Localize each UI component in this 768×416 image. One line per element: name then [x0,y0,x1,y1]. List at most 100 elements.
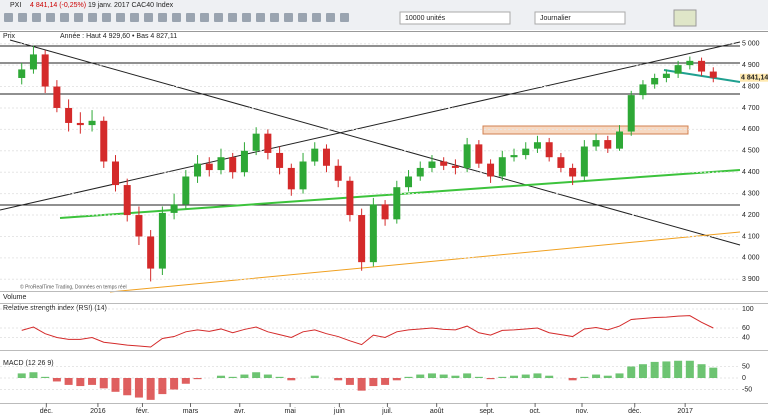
candle-body [698,60,706,72]
macd-bar [545,375,554,378]
macd-bar [662,361,671,378]
toolbar [0,0,768,30]
macd-bar [650,361,659,378]
macd-bar [533,373,542,378]
candle-body [639,84,647,96]
candle-body [252,133,260,151]
period: Journalier [540,15,571,22]
candle-body [662,73,670,78]
macd-bar [404,376,413,378]
candle-body [182,176,190,205]
quantity-input[interactable] [399,11,511,25]
candle-body [170,204,178,213]
x-tick-label: déc. [40,408,53,415]
x-tick-label: août [430,408,444,415]
macd-bar [334,378,343,381]
macd-bar [29,372,38,378]
macd-bar [685,360,694,378]
macd-bar [123,378,132,396]
candle-body [18,69,26,78]
macd-bar [158,378,167,395]
candle-body [276,152,284,168]
period-select[interactable] [534,11,626,25]
rsi-line [21,315,714,348]
candle-body [533,142,541,149]
candle-body [311,148,319,162]
candle-body [545,142,553,158]
candle-body [686,60,694,66]
y-tick-label: 50 [742,363,750,370]
macd-bar [275,376,284,378]
candle-body [487,163,495,177]
y-tick-label: 4 200 [742,212,760,219]
candle-body [194,163,202,177]
candle-body [111,161,119,186]
x-tick-label: mars [183,408,199,415]
panel-title: Prix [3,33,16,40]
macd-bar [392,378,401,381]
candle-body [346,180,354,216]
macd-bar [568,378,577,381]
candle-body [498,157,506,177]
macd-bar [41,376,50,378]
symbol: PXI [10,2,21,9]
y-tick-label: 60 [742,325,750,332]
candle-body [428,161,436,168]
separator [0,403,768,404]
macd-bar [170,378,179,390]
macd-bar [451,375,460,378]
candle-body [229,157,237,173]
macd-bar [134,378,143,398]
quantity: 10000 unités [405,15,446,22]
candle-body [53,86,61,108]
candle-body [381,204,389,220]
candle-body [405,176,413,188]
macd-bar [52,378,61,382]
candle-body [358,215,366,263]
macd-bar [615,373,624,378]
candle-body [369,204,377,263]
x-tick-label: juin [333,408,345,415]
macd-bar [709,367,718,378]
candle-body [709,71,717,78]
macd-bar [99,378,108,389]
y-tick-label: 4 900 [742,62,760,69]
candle-body [463,144,471,168]
macd-bar [697,364,706,378]
candle-body [651,77,659,85]
toolbar-icons[interactable] [4,13,349,22]
panel-title: Relative strength index (RSI) (14) [3,305,107,312]
panel-title: Volume [3,294,26,301]
candle-body [416,167,424,177]
y-tick-label: 4 500 [742,148,760,155]
candle-body [557,157,565,168]
candle-body [475,144,483,164]
macd-bar [381,378,390,385]
x-tick-label: nov. [576,408,589,415]
chart-type-button[interactable] [673,9,697,27]
x-tick-label: déc. [628,408,641,415]
macd-bar [216,375,225,378]
candle-body [287,167,295,190]
macd-bar [638,364,647,378]
candle-body [440,161,448,166]
y-tick-label: 0 [742,375,746,382]
macd-bar [416,374,425,378]
macd-bar [498,376,507,378]
candle-body [100,120,108,162]
x-tick-label: 2016 [90,408,106,415]
macd-bar [369,378,378,387]
macd-bar [88,378,97,385]
candle-body [264,133,272,153]
separator [0,350,768,351]
y-tick-label: 100 [742,306,754,313]
macd-bar [427,373,436,378]
last-price-box [740,73,768,82]
y-tick-label: 4 400 [742,169,760,176]
x-tick-label: févr. [136,408,149,415]
quote: 4 841,14 (-0,25%) [30,2,86,9]
candle-body [322,148,330,166]
candle-body [592,140,600,147]
y-tick-label: 4 800 [742,83,760,90]
macd-bar [521,374,530,378]
